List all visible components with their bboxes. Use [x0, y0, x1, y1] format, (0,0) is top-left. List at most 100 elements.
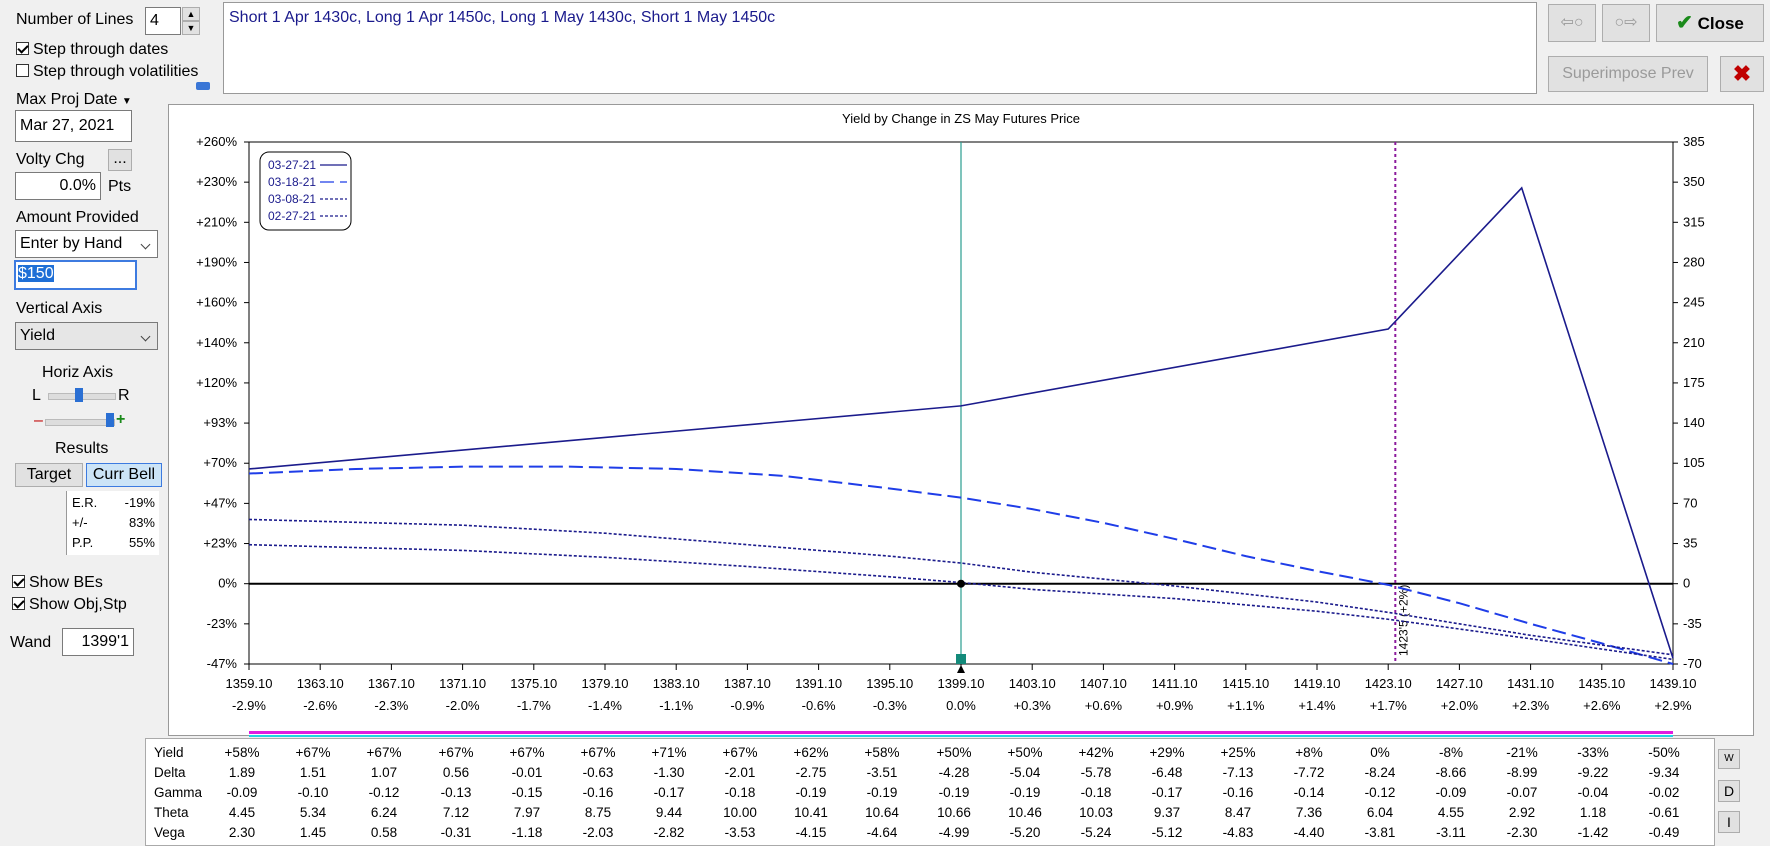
volty-chg-more-button[interactable]: ...: [108, 149, 132, 171]
greeks-cell: -0.12: [368, 785, 400, 800]
greeks-cell: 4.55: [1437, 805, 1465, 820]
greeks-cell: 8.75: [584, 805, 612, 820]
greeks-row-label: Vega: [154, 825, 185, 840]
current-price-arrow: [957, 665, 965, 673]
check-icon: [12, 575, 25, 588]
max-proj-date-text: Max Proj Date: [16, 91, 118, 108]
zoom-slider-handle[interactable]: [106, 413, 114, 427]
x-pct-tick-label: +1.4%: [1298, 698, 1336, 713]
greeks-cell: -0.07: [1506, 785, 1538, 800]
greeks-cell: 7.12: [442, 805, 470, 820]
y-tick-label-left: -47%: [207, 656, 238, 671]
x-pct-tick-label: +1.7%: [1370, 698, 1408, 713]
greeks-cell: -0.10: [297, 785, 329, 800]
show-bes-checkbox[interactable]: Show BEs: [12, 574, 103, 592]
x-tick-label: 1439.10: [1650, 676, 1697, 691]
greeks-cell: -2.30: [1506, 825, 1538, 840]
volty-chg-input[interactable]: 0.0%: [15, 172, 101, 200]
greeks-cell: -8.99: [1506, 765, 1538, 780]
greeks-cell: 6.04: [1366, 805, 1394, 820]
table-w-button[interactable]: W: [1718, 749, 1740, 769]
stat-pp-label: P.P.: [72, 535, 94, 550]
target-button[interactable]: Target: [15, 463, 83, 487]
previous-arrow-button[interactable]: ⇦○: [1548, 4, 1596, 42]
close-x-icon: ✖: [1732, 61, 1752, 86]
zoom-minus-icon[interactable]: –: [34, 412, 43, 429]
strategy-text-box[interactable]: Short 1 Apr 1430c, Long 1 Apr 1450c, Lon…: [223, 2, 1537, 94]
volatility-slider-handle[interactable]: [196, 82, 210, 90]
y-tick-label-left: +140%: [196, 335, 237, 350]
series-line-3: [248, 518, 1674, 656]
greeks-cell: -0.31: [440, 825, 472, 840]
y-tick-label-left: +260%: [196, 134, 237, 149]
strategy-text: Short 1 Apr 1430c, Long 1 Apr 1450c, Lon…: [229, 9, 776, 26]
horiz-axis-slider-handle[interactable]: [75, 388, 83, 402]
greeks-cell: -0.09: [1435, 785, 1467, 800]
zoom-slider-track[interactable]: [45, 419, 115, 426]
table-i-button[interactable]: I: [1718, 811, 1740, 833]
x-tick-label: 1359.10: [226, 676, 273, 691]
greeks-cell: +67%: [438, 745, 474, 760]
greeks-row-label: Gamma: [154, 785, 203, 800]
greeks-row: Gamma -0.09 -0.10 -0.12 -0.13 -0.15 -0.16 -0.17…: [146, 785, 1706, 805]
step-dates-checkbox[interactable]: Step through dates: [16, 41, 168, 59]
greeks-cell: 9.44: [655, 805, 683, 820]
wand-input[interactable]: 1399'1: [62, 628, 134, 656]
greeks-cell: -5.04: [1009, 765, 1041, 780]
show-obj-checkbox[interactable]: Show Obj,Stp: [12, 596, 127, 614]
x-pct-tick-label: -1.4%: [588, 698, 622, 713]
greeks-cell: +58%: [864, 745, 900, 760]
y-tick-label-right: 385: [1683, 134, 1705, 149]
greeks-cell: 7.36: [1295, 805, 1323, 820]
checkmark-icon: ✔: [1676, 12, 1693, 34]
yield-chart[interactable]: Yield by Change in ZS May Futures Price +…: [169, 105, 1755, 737]
dropdown-arrow-icon: ▼: [121, 96, 132, 107]
x-tick-label: 1427.10: [1436, 676, 1483, 691]
greeks-cell: 6.24: [370, 805, 398, 820]
number-of-lines-input[interactable]: 4: [145, 7, 181, 35]
chart-panel[interactable]: Yield by Change in ZS May Futures Price +…: [168, 104, 1755, 737]
y-tick-label-right: 280: [1683, 254, 1705, 269]
wand-label: Wand: [10, 634, 52, 651]
volty-chg-label: Volty Chg: [16, 151, 85, 168]
check-icon: [16, 42, 29, 55]
x-tick-label: 1407.10: [1080, 676, 1127, 691]
x-tick-label: 1371.10: [439, 676, 486, 691]
greeks-cell: -0.19: [1009, 785, 1041, 800]
legend-label: 02-27-21: [268, 209, 316, 223]
y-tick-label-left: +23%: [203, 536, 237, 551]
greeks-cell: 10.64: [865, 805, 899, 820]
amount-field[interactable]: $150: [14, 260, 137, 290]
greeks-row-label: Yield: [154, 745, 184, 760]
greeks-cell: -6.48: [1151, 765, 1183, 780]
greeks-cell: -4.40: [1293, 825, 1325, 840]
amount-provided-select[interactable]: Enter by Hand: [15, 230, 158, 258]
greeks-cell: -0.16: [1222, 785, 1254, 800]
max-proj-date-input[interactable]: Mar 27, 2021: [15, 110, 132, 142]
spin-down-button[interactable]: ▼: [182, 21, 200, 35]
zoom-plus-icon[interactable]: +: [116, 411, 126, 428]
greeks-cell: -0.16: [582, 785, 614, 800]
superimpose-prev-button[interactable]: Superimpose Prev: [1548, 56, 1708, 92]
greeks-cell: +67%: [295, 745, 331, 760]
max-proj-date-label[interactable]: Max Proj Date ▼: [16, 91, 132, 109]
cancel-button[interactable]: ✖: [1720, 56, 1764, 92]
spin-up-button[interactable]: ▲: [182, 7, 200, 21]
current-price-marker: [956, 654, 966, 664]
curr-bell-button[interactable]: Curr Bell: [86, 463, 162, 487]
x-tick-label: 1415.10: [1222, 676, 1269, 691]
horiz-left-label: L: [32, 387, 41, 404]
vertical-axis-select[interactable]: Yield: [15, 322, 158, 350]
table-d-button[interactable]: D: [1718, 780, 1740, 802]
greeks-cell: -4.64: [866, 825, 898, 840]
close-button[interactable]: ✔ Close: [1656, 4, 1764, 42]
greeks-cell: -2.01: [724, 765, 756, 780]
greeks-cell: +50%: [1007, 745, 1043, 760]
greeks-cell: 0%: [1370, 745, 1390, 760]
greeks-cell: -7.13: [1222, 765, 1254, 780]
step-vols-checkbox[interactable]: Step through volatilities: [16, 63, 198, 81]
greeks-cell: 1.45: [299, 825, 327, 840]
greeks-row: Vega 2.30 1.45 0.58 -0.31 -1.18 -2.03 -2.82 -3.5…: [146, 825, 1706, 845]
next-arrow-button[interactable]: ○⇨: [1602, 4, 1650, 42]
x-pct-tick-label: -1.7%: [517, 698, 551, 713]
